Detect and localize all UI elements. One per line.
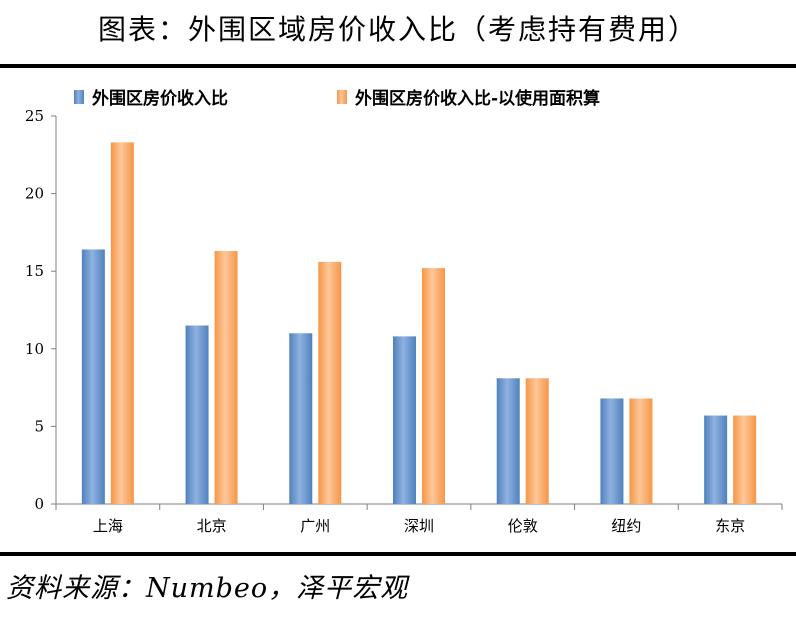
y-tick-label: 20 bbox=[25, 185, 44, 203]
bar-series-2 bbox=[733, 415, 757, 504]
legend-label-series-1: 外围区房价收入比 bbox=[92, 88, 228, 109]
page-title: 图表：外围区域房价收入比（考虑持有费用） bbox=[97, 13, 698, 46]
legend-swatch-series-2 bbox=[337, 90, 347, 104]
x-tick-label: 上海 bbox=[93, 517, 123, 535]
bar-chart: 外围区房价收入比 外围区房价收入比-以使用面积算 0 5 10 15 20 25 上海 北京… bbox=[25, 88, 783, 535]
bar-series-1 bbox=[704, 415, 728, 504]
bar-series-2 bbox=[318, 261, 342, 504]
legend-swatch-series-1 bbox=[74, 90, 84, 104]
bar-series-2 bbox=[422, 268, 445, 504]
x-tick-label: 北京 bbox=[197, 517, 227, 535]
title-divider bbox=[0, 64, 796, 68]
y-tick-label: 0 bbox=[34, 495, 44, 513]
x-tick-label: 伦敦 bbox=[508, 517, 538, 535]
bar-series-2 bbox=[110, 142, 134, 504]
y-tick-label: 10 bbox=[25, 340, 44, 358]
bar-series-1 bbox=[600, 398, 624, 504]
y-tick-label: 15 bbox=[25, 262, 44, 280]
legend-label-series-2: 外围区房价收入比-以使用面积算 bbox=[355, 88, 600, 109]
y-tick-label: 25 bbox=[25, 107, 44, 125]
bar-series-1 bbox=[496, 378, 520, 504]
bar-series-1 bbox=[81, 249, 105, 504]
y-axis-ticks: 0 5 10 15 20 25 bbox=[25, 107, 56, 513]
x-tick-label: 纽约 bbox=[611, 517, 641, 535]
bar-series-1 bbox=[393, 336, 416, 504]
legend: 外围区房价收入比 外围区房价收入比-以使用面积算 bbox=[74, 88, 600, 109]
x-axis-ticks: 上海 北京 广州 深圳 伦敦 纽约 东京 bbox=[55, 504, 783, 535]
x-tick-label: 东京 bbox=[715, 517, 745, 535]
bar-series-2 bbox=[525, 378, 549, 504]
source-note: 资料来源：Numbeo，泽平宏观 bbox=[6, 573, 409, 604]
bar-series-2 bbox=[629, 398, 653, 504]
bar-series-2 bbox=[214, 251, 238, 504]
x-tick-label: 广州 bbox=[300, 517, 330, 535]
x-tick-label: 深圳 bbox=[404, 517, 434, 535]
bar-series-1 bbox=[185, 325, 209, 504]
footer-divider bbox=[0, 552, 796, 556]
y-tick-label: 5 bbox=[34, 417, 44, 435]
bar-series-1 bbox=[289, 333, 313, 504]
bars bbox=[81, 142, 757, 504]
